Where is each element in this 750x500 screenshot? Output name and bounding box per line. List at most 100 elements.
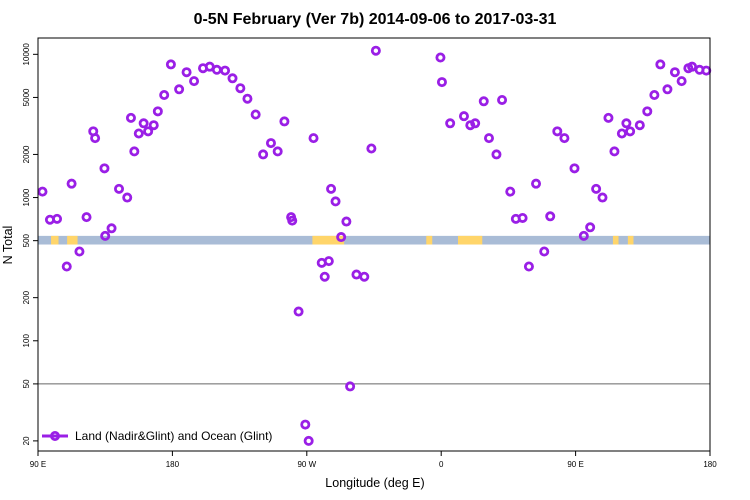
- legend: Land (Nadir&Glint) and Ocean (Glint): [42, 429, 272, 443]
- data-point: [330, 196, 341, 207]
- data-point: [129, 146, 140, 157]
- x-tick-label: 0: [439, 460, 444, 469]
- x-axis-ticks: 90 E 180 90 W 0 90 E 180: [30, 451, 717, 469]
- data-point: [308, 133, 319, 144]
- data-point: [569, 163, 580, 174]
- data-point: [616, 128, 627, 139]
- data-points: [37, 45, 712, 446]
- data-point: [366, 143, 377, 154]
- y-axis-label: N Total: [1, 226, 15, 265]
- x-tick-label: 90 W: [297, 460, 316, 469]
- data-point: [165, 59, 176, 70]
- data-point: [341, 216, 352, 227]
- data-point: [300, 419, 311, 430]
- land-segment: [612, 235, 619, 245]
- y-tick-label: 1000: [22, 188, 31, 206]
- data-point: [539, 246, 550, 257]
- y-tick-label: 5000: [22, 88, 31, 106]
- data-point: [497, 94, 508, 105]
- data-point: [265, 138, 276, 149]
- data-point: [181, 67, 192, 78]
- data-point: [336, 232, 347, 243]
- data-point: [609, 146, 620, 157]
- data-point: [37, 186, 48, 197]
- data-point: [351, 269, 362, 280]
- data-point: [272, 146, 283, 157]
- data-point: [470, 118, 481, 129]
- data-point: [287, 215, 298, 226]
- data-point: [148, 120, 159, 131]
- data-point: [585, 222, 596, 233]
- data-point: [152, 106, 163, 117]
- data-point: [293, 306, 304, 317]
- data-point: [258, 149, 269, 160]
- data-point: [220, 65, 231, 76]
- land-segment: [312, 235, 345, 245]
- data-point: [545, 211, 556, 222]
- data-point: [242, 93, 253, 104]
- data-point: [458, 111, 469, 122]
- data-point: [61, 261, 72, 272]
- data-point: [435, 52, 446, 63]
- land-segment: [67, 235, 78, 245]
- data-point: [523, 261, 534, 272]
- data-point: [250, 109, 261, 120]
- data-point: [603, 112, 614, 123]
- data-point: [303, 435, 314, 446]
- data-point: [235, 83, 246, 94]
- y-tick-label: 2000: [22, 145, 31, 163]
- land-segment: [51, 235, 59, 245]
- data-point: [505, 186, 516, 197]
- data-point: [52, 213, 63, 224]
- data-point: [625, 126, 636, 137]
- data-point: [345, 381, 356, 392]
- data-point: [138, 118, 149, 129]
- data-point: [559, 133, 570, 144]
- x-tick-label: 180: [166, 460, 180, 469]
- y-tick-label: 100: [22, 334, 31, 348]
- data-point: [133, 128, 144, 139]
- data-point: [100, 230, 111, 241]
- surface-band: [38, 235, 710, 245]
- data-point: [279, 116, 290, 127]
- data-point: [669, 67, 680, 78]
- data-point: [227, 73, 238, 84]
- x-axis-label: Longitude (deg E): [325, 476, 424, 490]
- land-segment: [426, 235, 433, 245]
- data-point: [114, 183, 125, 194]
- y-tick-label: 500: [22, 233, 31, 247]
- data-point: [591, 183, 602, 194]
- data-point: [122, 192, 133, 203]
- y-tick-label: 10000: [22, 43, 31, 66]
- data-point: [143, 126, 154, 137]
- data-point: [99, 163, 110, 174]
- data-point: [465, 120, 476, 131]
- data-point: [436, 77, 447, 88]
- data-point: [326, 183, 337, 194]
- data-point: [655, 59, 666, 70]
- y-tick-label: 50: [22, 379, 31, 388]
- data-point: [125, 112, 136, 123]
- y-tick-label: 20: [22, 436, 31, 445]
- data-point: [106, 223, 117, 234]
- y-tick-label: 200: [22, 290, 31, 304]
- data-point: [66, 178, 77, 189]
- data-point: [642, 106, 653, 117]
- plot-frame: [37, 37, 711, 452]
- legend-marker: [50, 430, 61, 441]
- chart-title: 0-5N February (Ver 7b) 2014-09-06 to 201…: [194, 11, 557, 28]
- data-point: [445, 118, 456, 129]
- data-point: [483, 133, 494, 144]
- land-segment: [458, 235, 483, 245]
- x-tick-label: 90 E: [30, 460, 46, 469]
- data-point: [578, 230, 589, 241]
- data-point: [174, 84, 185, 95]
- data-point: [621, 118, 632, 129]
- x-tick-label: 90 E: [567, 460, 583, 469]
- data-point: [517, 212, 528, 223]
- data-point: [662, 84, 673, 95]
- data-point: [552, 126, 563, 137]
- data-point: [370, 45, 381, 56]
- data-point: [323, 256, 334, 267]
- data-point: [634, 120, 645, 131]
